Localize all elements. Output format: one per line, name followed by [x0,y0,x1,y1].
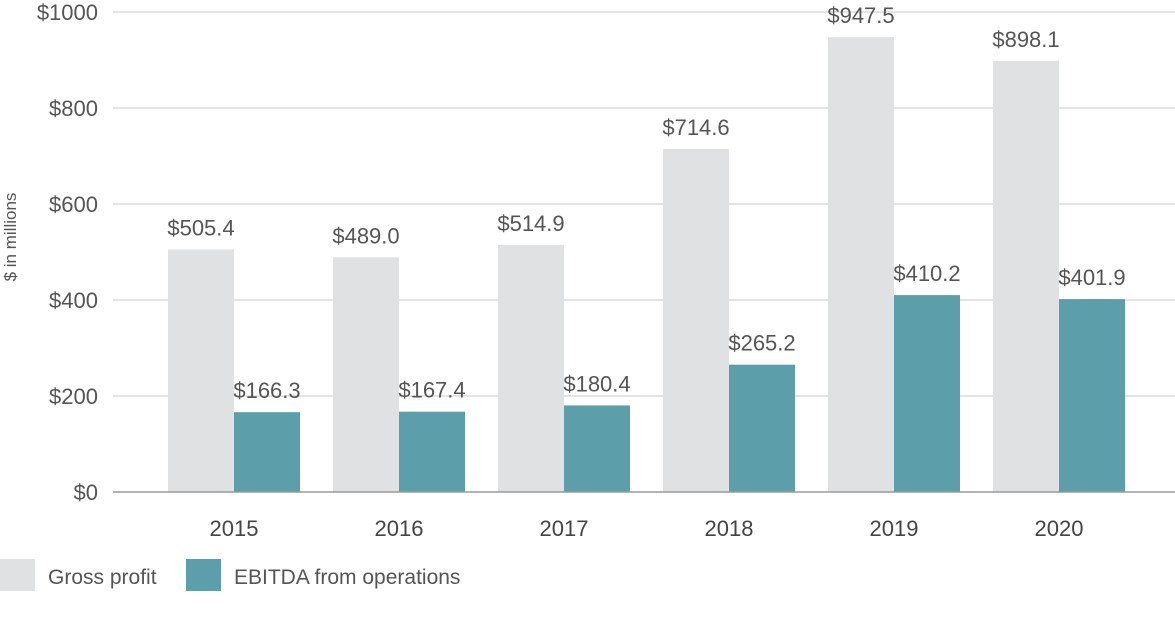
legend-swatch-ebitda [186,559,221,591]
legend-label: Gross profit [48,566,157,589]
y-axis-ticks: $0 $200 $400 $600 $800 $1000 [37,0,98,505]
data-label: $265.2 [728,331,795,356]
data-label: $898.1 [992,27,1059,52]
data-label: $401.9 [1058,265,1125,290]
bar-ebitda [729,364,795,492]
y-tick-label: $800 [49,96,98,121]
data-label: $947.5 [827,3,894,28]
data-label: $489.0 [332,223,399,248]
bar-ebitda [894,295,960,492]
data-label: $166.3 [233,378,300,403]
data-label: $180.4 [563,371,630,396]
bar-ebitda [564,405,630,492]
bar-gross-profit [498,244,564,492]
y-tick-label: $600 [49,192,98,217]
y-tick-label: $0 [74,480,98,505]
data-label: $714.6 [662,115,729,140]
legend-label: EBITDA from operations [234,566,460,589]
bar-gross-profit [828,37,894,492]
data-label: $410.2 [893,261,960,286]
x-tick-label: 2018 [705,516,754,541]
x-tick-label: 2020 [1035,516,1084,541]
y-tick-label: $400 [49,288,98,313]
y-tick-label: $200 [49,384,98,409]
data-label: $505.4 [167,215,234,240]
x-axis-ticks: 2015 2016 2017 2018 2019 2020 [210,516,1084,541]
bar-gross-profit [663,148,729,492]
bar-gross-profit [993,60,1059,493]
x-tick-label: 2015 [210,516,259,541]
x-tick-label: 2017 [540,516,589,541]
bar-gross-profit [333,257,399,492]
bar-gross-profit [168,249,234,492]
data-label: $167.4 [398,378,465,403]
y-axis-title: $ in millions [1,193,20,282]
x-tick-label: 2016 [375,516,424,541]
legend-swatch-gross-profit [0,559,35,591]
bars [168,37,1125,493]
bar-ebitda [399,411,465,492]
legend: Gross profit EBITDA from operations [0,559,460,591]
bar-ebitda [1059,299,1125,492]
bar-ebitda [234,412,300,492]
x-tick-label: 2019 [870,516,919,541]
data-label: $514.9 [497,211,564,236]
data-labels: $505.4 $166.3 $489.0 $167.4 $514.9 $180.4 $714… [167,3,1125,403]
y-tick-label: $1000 [37,0,98,25]
